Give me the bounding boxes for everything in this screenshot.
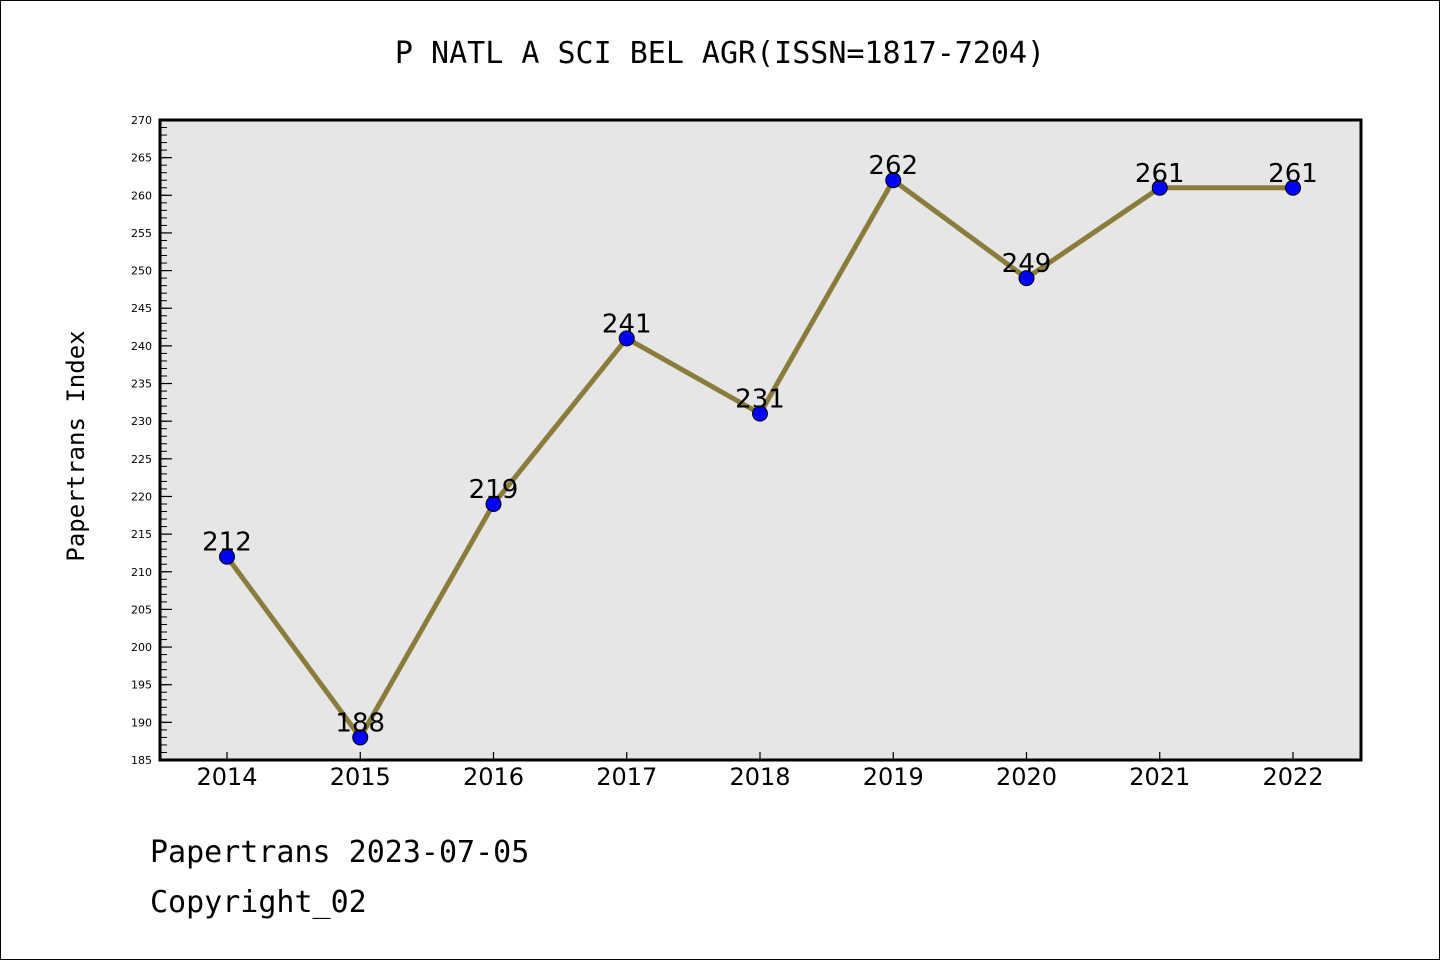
data-point — [1285, 179, 1301, 196]
y-tick-label: 255 — [131, 227, 152, 240]
footer-copyright: Copyright_02 — [150, 885, 367, 920]
x-tick-label: 2018 — [729, 763, 790, 791]
data-point — [219, 548, 235, 565]
data-point — [352, 729, 369, 746]
data-label: 261 — [1135, 159, 1185, 189]
y-tick-label: 195 — [131, 679, 152, 692]
data-label: 212 — [202, 528, 252, 558]
data-labels: 212 188 219 241 231 262 249 261 261 — [202, 151, 1318, 738]
y-tick-label: 245 — [131, 302, 152, 315]
y-tick-label: 210 — [131, 566, 152, 579]
plot-area — [160, 120, 1361, 760]
y-tick-label: 230 — [131, 415, 152, 428]
data-point — [752, 405, 768, 422]
data-label: 261 — [1268, 159, 1318, 189]
data-point — [885, 172, 902, 189]
y-tick-label: 190 — [131, 716, 152, 729]
data-label: 249 — [1002, 249, 1052, 279]
y-tick-label: 270 — [131, 114, 152, 127]
data-point — [485, 496, 502, 512]
data-label: 231 — [735, 385, 785, 415]
y-tick-label: 205 — [131, 603, 152, 616]
y-tick-label: 225 — [131, 453, 152, 466]
data-point — [1018, 270, 1035, 287]
plot-border — [158, 118, 1363, 762]
y-tick-label: 265 — [131, 152, 152, 165]
data-label: 188 — [335, 708, 385, 738]
footer-date: Papertrans 2023-07-05 — [150, 835, 530, 870]
x-tick-label: 2014 — [196, 763, 257, 791]
x-tick-label: 2016 — [463, 763, 524, 791]
data-point — [1151, 179, 1168, 196]
data-label: 241 — [602, 309, 652, 339]
y-tick-label: 215 — [131, 528, 152, 541]
y-tick-label: 240 — [131, 340, 152, 353]
y-tick-label: 200 — [131, 641, 152, 654]
y-tick-label: 235 — [131, 378, 152, 391]
y-tick-label: 185 — [131, 754, 152, 767]
x-tick-label: 2019 — [863, 763, 924, 791]
y-tick-label: 220 — [131, 490, 152, 503]
x-tick-label: 2020 — [996, 763, 1057, 791]
x-axis-ticks: 2014 2015 2016 2017 2018 2019 2020 2021 2022 — [196, 752, 1324, 791]
data-point — [618, 330, 635, 347]
data-label: 219 — [469, 475, 519, 505]
y-tick-label: 260 — [131, 189, 152, 202]
x-tick-label: 2017 — [596, 763, 657, 791]
x-tick-label: 2022 — [1262, 763, 1323, 791]
data-markers — [219, 172, 1301, 746]
chart-title: P NATL A SCI BEL AGR(ISSN=1817-7204) — [394, 36, 1046, 71]
y-axis-ticks: 185 190 195 200 205 210 215 220 225 230 235 240 245 2… — [131, 114, 172, 767]
x-tick-label: 2021 — [1129, 763, 1190, 791]
data-label: 262 — [868, 151, 918, 181]
y-tick-label: 250 — [131, 265, 152, 278]
x-tick-label: 2015 — [330, 763, 391, 791]
